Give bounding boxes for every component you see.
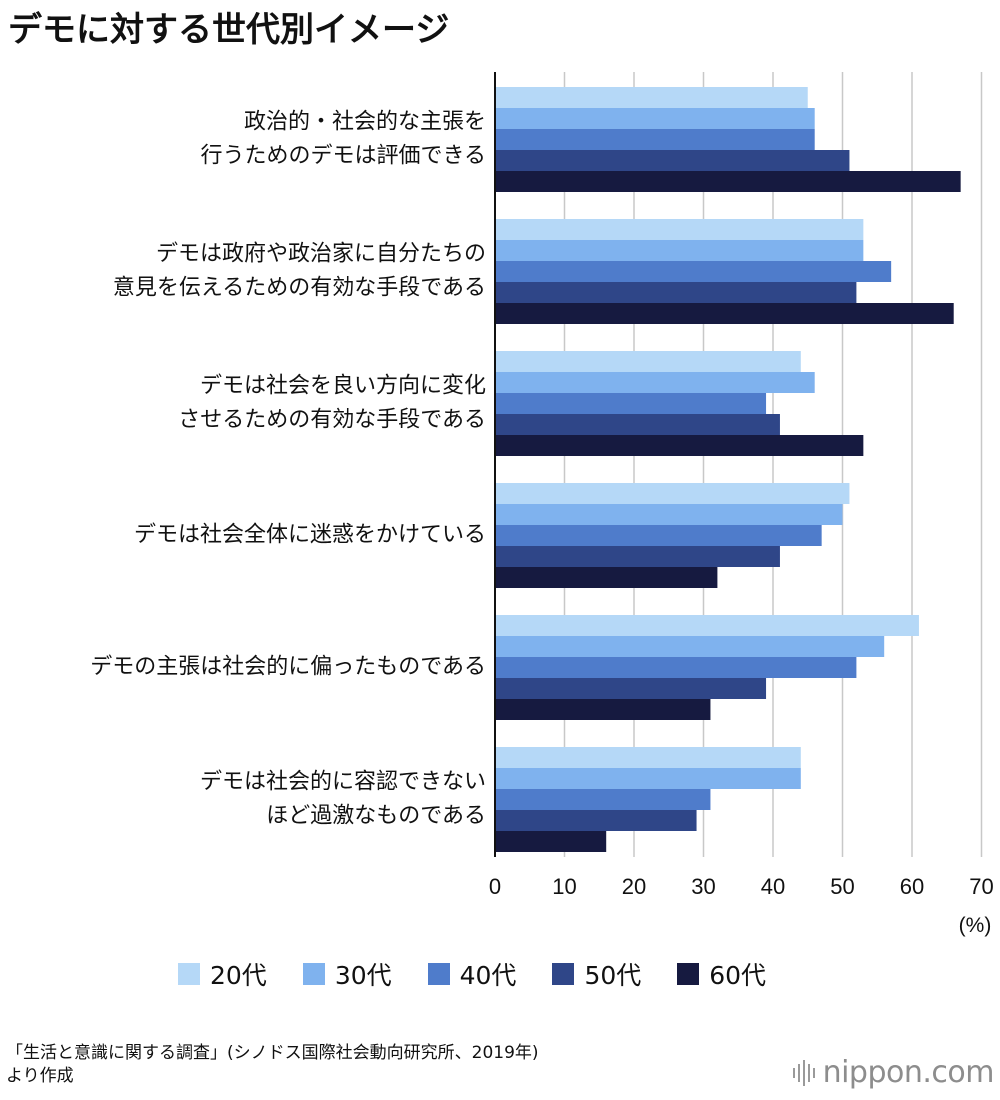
x-tick-label: 20 [622, 874, 646, 899]
bar-30代-3 [495, 372, 815, 393]
legend-label: 60代 [709, 961, 767, 990]
bar-40代-5 [495, 657, 857, 678]
legend-swatch [677, 963, 700, 985]
x-tick-label: 30 [691, 874, 715, 899]
bar-20代-5 [495, 615, 919, 636]
bar-20代-6 [495, 747, 801, 768]
source-note: 「生活と意識に関する調査」(シノドス国際社会動向研究所、2019年) より作成 [6, 1042, 539, 1088]
bar-20代-2 [495, 219, 864, 240]
legend-swatch [178, 963, 200, 985]
bar-40代-6 [495, 789, 711, 810]
x-axis-unit: (%) [959, 914, 992, 937]
bar-60代-5 [495, 699, 711, 720]
bar-60代-2 [495, 303, 954, 324]
legend-label: 40代 [459, 961, 517, 990]
legend-item: 60代 [677, 956, 766, 992]
legend-item: 40代 [427, 956, 517, 992]
bar-40代-3 [495, 393, 767, 414]
bar-20代-4 [495, 483, 850, 504]
legend-item: 20代 [178, 956, 267, 992]
x-tick-label: 60 [900, 874, 924, 899]
legend-item: 50代 [552, 956, 641, 992]
category-label: させるための有効な手段である [178, 408, 486, 433]
category-label: デモは社会を良い方向に変化 [200, 374, 486, 399]
bar-50代-2 [495, 282, 857, 303]
legend-swatch [552, 963, 575, 985]
bar-30代-6 [495, 768, 801, 789]
bar-50代-3 [495, 414, 780, 435]
bar-40代-2 [495, 261, 892, 282]
bar-60代-6 [495, 831, 607, 852]
bar-40代-1 [495, 129, 815, 150]
x-tick-label: 10 [552, 874, 576, 899]
source-line-1: 「生活と意識に関する調査」(シノドス国際社会動向研究所、2019年) [6, 1043, 539, 1063]
category-label: 意見を伝えるための有効な手段である [113, 276, 486, 301]
bar-30代-1 [495, 108, 815, 129]
category-label: デモの主張は社会的に偏ったものである [90, 655, 486, 680]
source-line-2: より作成 [6, 1066, 74, 1086]
category-label: デモは政府や政治家に自分たちの [156, 242, 486, 267]
legend-swatch [302, 963, 325, 985]
bar-50代-5 [495, 678, 767, 699]
legend-label: 30代 [334, 961, 392, 990]
chart-legend: 20代 30代 40代 50代 60代 [178, 956, 802, 992]
legend-label: 50代 [584, 961, 642, 990]
category-label: デモは社会的に容認できない [200, 770, 486, 795]
bar-40代-4 [495, 525, 822, 546]
bar-30代-5 [495, 636, 885, 657]
category-label: 政治的・社会的な主張を [244, 110, 486, 135]
brand-text: nippon.com [822, 1055, 995, 1090]
bar-60代-3 [495, 435, 864, 456]
x-tick-label: 50 [830, 874, 854, 899]
category-label: 行うためのデモは評価できる [200, 144, 486, 169]
legend-label: 20代 [210, 961, 267, 990]
category-label: ほど過激なものである [266, 804, 486, 829]
bar-50代-4 [495, 546, 780, 567]
brand-bars-icon [792, 1059, 815, 1086]
legend-swatch [427, 963, 450, 985]
bar-20代-3 [495, 351, 801, 372]
bar-60代-4 [495, 567, 718, 588]
x-tick-label: 0 [489, 874, 501, 899]
bar-30代-2 [495, 240, 864, 261]
legend-item: 30代 [302, 956, 392, 992]
x-tick-label: 40 [761, 874, 785, 899]
category-label: デモは社会全体に迷惑をかけている [134, 523, 486, 548]
brand-logo: nippon.com [792, 1055, 995, 1090]
bar-20代-1 [495, 87, 808, 108]
bar-50代-1 [495, 150, 850, 171]
bar-50代-6 [495, 810, 697, 831]
bar-30代-4 [495, 504, 843, 525]
chart-title: デモに対する世代別イメージ [8, 10, 450, 50]
bar-chart: 政治的・社会的な主張を行うためのデモは評価できるデモは政府や政治家に自分たちの意… [90, 72, 994, 937]
bar-60代-1 [495, 171, 961, 192]
x-tick-label: 70 [969, 874, 993, 899]
